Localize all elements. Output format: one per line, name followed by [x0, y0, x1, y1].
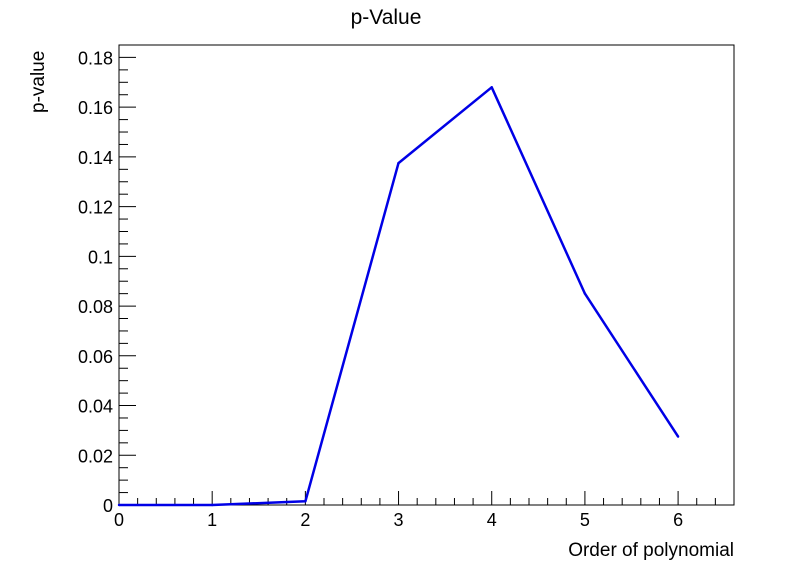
y-tick-label: 0.12	[78, 198, 113, 218]
y-axis-label: p-value	[28, 51, 49, 113]
y-tick-label: 0.08	[78, 297, 113, 317]
y-tick-label: 0.04	[78, 397, 113, 417]
y-tick-label: 0.16	[78, 98, 113, 118]
y-tick-label: 0.1	[88, 247, 113, 267]
plot-frame	[118, 44, 735, 506]
x-tick-label: 3	[394, 510, 404, 530]
chart-title: p-Value	[351, 6, 422, 29]
x-tick-label: 1	[207, 510, 217, 530]
y-tick-label: 0	[103, 496, 113, 516]
x-tick-label: 0	[114, 510, 124, 530]
x-tick-label: 6	[673, 510, 683, 530]
y-tick-label: 0.02	[78, 446, 113, 466]
x-axis-label: Order of polynomial	[568, 540, 734, 561]
x-tick-label: 5	[580, 510, 590, 530]
x-tick-label: 4	[487, 510, 497, 530]
data-point	[304, 500, 307, 503]
data-point	[117, 503, 121, 507]
x-axis: 0 1 2 3 4 5 6	[114, 491, 716, 530]
series-layer	[117, 86, 680, 507]
data-point	[210, 503, 214, 507]
data-point	[583, 292, 587, 295]
x-tick-label: 2	[300, 510, 310, 530]
data-point	[490, 86, 493, 89]
y-tick-label: 0.14	[78, 148, 113, 168]
y-tick-label: 0.06	[78, 347, 113, 367]
y-tick-label: 0.18	[78, 48, 113, 68]
data-point	[676, 435, 680, 438]
data-point	[397, 161, 400, 165]
y-axis: 0 0.02 0.04 0.06 0.08 0.1 0.12 0.14 0.16 0.18	[78, 48, 136, 516]
series-line	[119, 86, 680, 507]
